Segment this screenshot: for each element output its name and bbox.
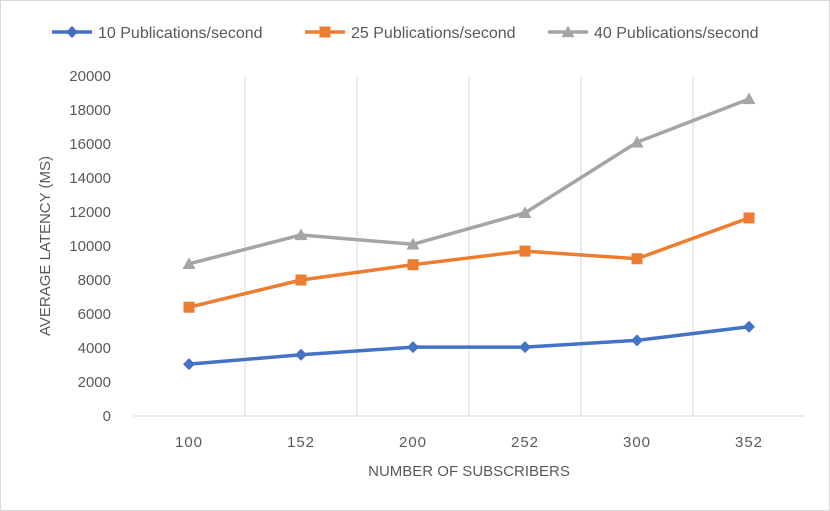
y-tick-label: 20000: [69, 68, 111, 85]
data-point: [183, 358, 195, 371]
series-line-1: [187, 325, 751, 366]
x-tick-label: 352: [735, 434, 763, 451]
x-tick-label: 200: [399, 434, 427, 451]
x-tick-label: 152: [287, 434, 315, 451]
data-point: [743, 320, 755, 333]
y-tick-label: 2000: [78, 374, 111, 391]
x-axis-title: NUMBER OF SUBSCRIBERS: [368, 463, 570, 480]
data-point: [631, 253, 643, 265]
data-point: [294, 228, 308, 241]
data-point: [182, 257, 196, 270]
series-line-2: [187, 216, 751, 309]
legend-label: 25 Publications/second: [351, 25, 516, 42]
data-point: [519, 245, 531, 257]
y-tick-label: 18000: [69, 102, 111, 119]
x-tick-label: 300: [623, 434, 651, 451]
legend-marker: [561, 25, 575, 38]
y-axis-title: AVERAGE LATENCY (MS): [37, 156, 54, 336]
y-tick-label: 10000: [69, 238, 111, 255]
legend-marker: [319, 26, 331, 38]
legend-marker: [66, 26, 78, 38]
y-tick-label: 4000: [78, 340, 111, 357]
data-point: [630, 135, 644, 148]
legend-label: 10 Publications/second: [98, 25, 263, 42]
data-point: [743, 212, 755, 224]
data-point: [295, 348, 307, 361]
y-tick-label: 6000: [78, 306, 111, 323]
data-point: [631, 334, 643, 347]
data-point: [295, 274, 307, 286]
series-line-3: [187, 97, 751, 266]
x-tick-label: 100: [175, 434, 203, 451]
data-point: [407, 341, 419, 354]
data-point: [183, 301, 195, 313]
data-point: [406, 237, 420, 250]
y-tick-label: 14000: [69, 170, 111, 187]
data-point: [407, 259, 419, 271]
y-tick-label: 0: [103, 408, 111, 425]
y-tick-label: 16000: [69, 136, 111, 153]
data-point: [742, 92, 756, 105]
x-tick-label: 252: [511, 434, 539, 451]
data-point: [518, 206, 532, 219]
y-tick-label: 12000: [69, 204, 111, 221]
legend-label: 40 Publications/second: [594, 25, 759, 42]
data-point: [519, 341, 531, 354]
y-tick-label: 8000: [78, 272, 111, 289]
